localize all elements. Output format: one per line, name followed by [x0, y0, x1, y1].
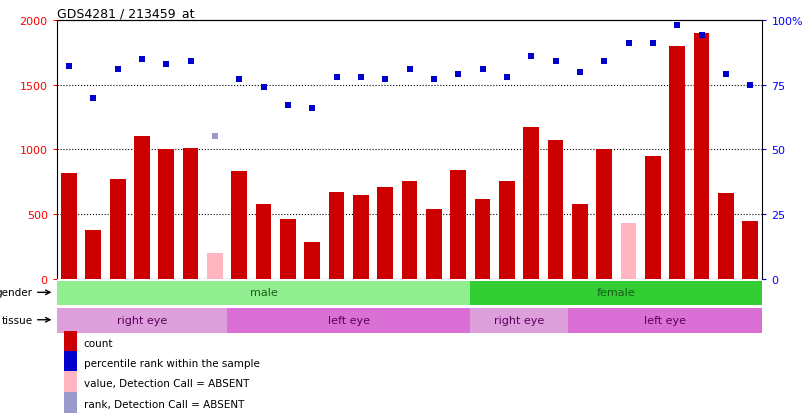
Bar	[450, 171, 466, 280]
Bar	[57, 308, 227, 333]
Bar	[470, 281, 762, 306]
Bar	[207, 254, 223, 280]
Bar	[620, 224, 637, 280]
Bar	[280, 220, 296, 280]
Bar	[109, 179, 126, 280]
Text: female: female	[597, 287, 636, 298]
Text: GDS4281 / 213459_at: GDS4281 / 213459_at	[57, 7, 195, 19]
Bar	[474, 199, 491, 280]
Bar	[304, 242, 320, 280]
Bar	[64, 392, 76, 413]
Bar	[693, 33, 710, 280]
Text: count: count	[84, 338, 113, 348]
Text: gender: gender	[0, 287, 32, 298]
Bar	[85, 230, 101, 280]
Text: tissue: tissue	[2, 315, 32, 325]
Bar	[669, 47, 685, 280]
Bar	[645, 157, 661, 280]
Bar	[64, 372, 76, 395]
Bar	[742, 221, 758, 280]
Text: left eye: left eye	[328, 315, 370, 325]
Text: right eye: right eye	[117, 315, 167, 325]
Text: percentile rank within the sample: percentile rank within the sample	[84, 358, 260, 368]
Bar	[182, 149, 199, 280]
Bar	[231, 172, 247, 280]
Bar	[255, 204, 272, 280]
Text: male: male	[250, 287, 277, 298]
Text: value, Detection Call = ABSENT: value, Detection Call = ABSENT	[84, 378, 249, 389]
Bar	[377, 188, 393, 280]
Bar	[426, 209, 442, 280]
Bar	[328, 193, 345, 280]
Bar	[158, 150, 174, 280]
Bar	[718, 193, 734, 280]
Bar	[596, 150, 612, 280]
Text: rank, Detection Call = ABSENT: rank, Detection Call = ABSENT	[84, 399, 244, 408]
Bar	[64, 331, 76, 355]
Bar	[57, 281, 470, 306]
Bar	[572, 204, 588, 280]
Bar	[547, 141, 564, 280]
Bar	[568, 308, 762, 333]
Bar	[353, 195, 369, 280]
Bar	[61, 173, 77, 280]
Bar	[227, 308, 470, 333]
Text: right eye: right eye	[494, 315, 544, 325]
Bar	[64, 351, 76, 375]
Text: left eye: left eye	[644, 315, 686, 325]
Bar	[134, 137, 150, 280]
Bar	[499, 182, 515, 280]
Bar	[470, 308, 568, 333]
Bar	[523, 128, 539, 280]
Bar	[401, 181, 418, 280]
